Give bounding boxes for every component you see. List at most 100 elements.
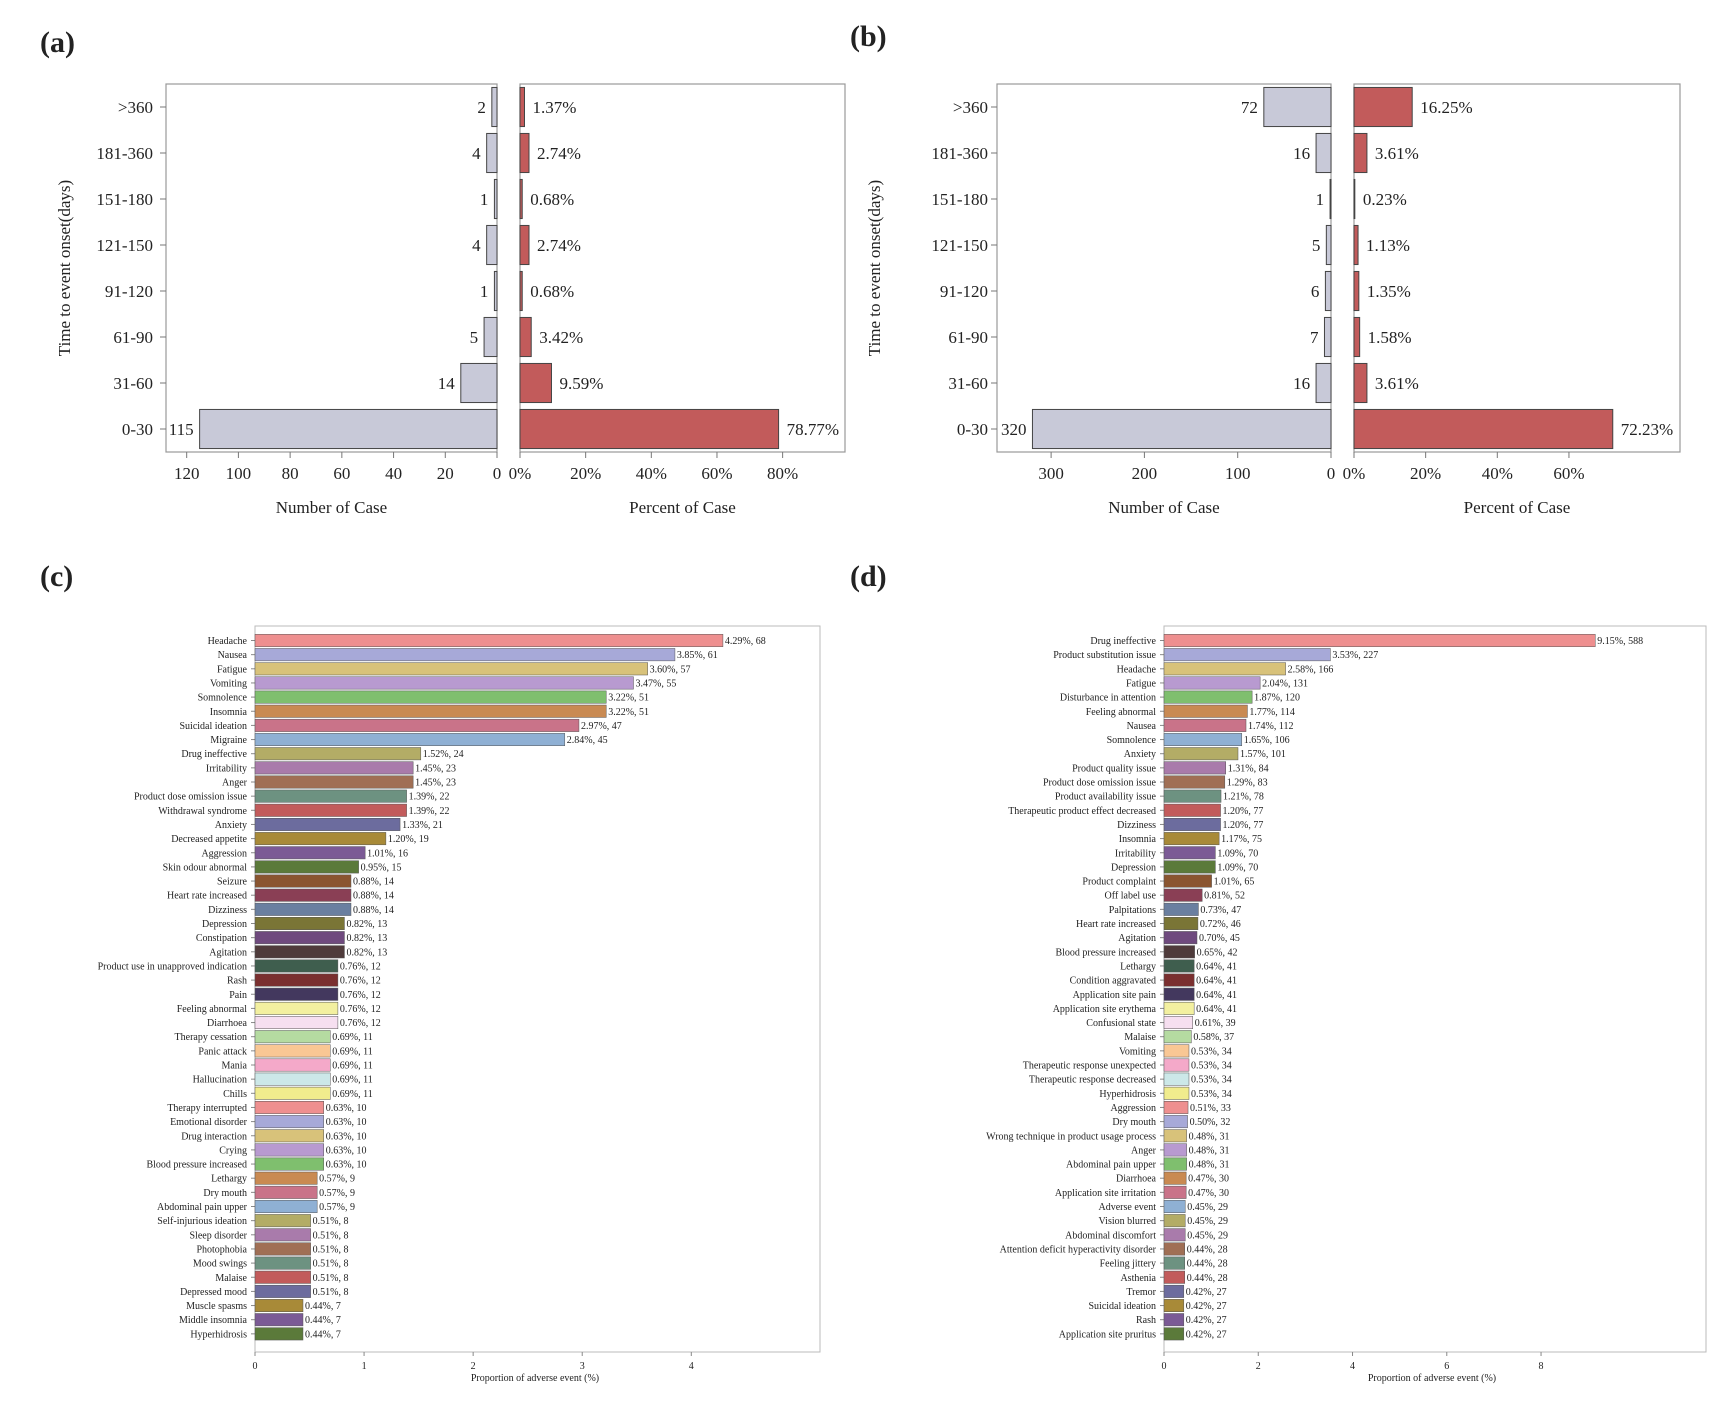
panel-c-bar <box>254 888 352 902</box>
panel-a-percent-label: 78.77% <box>787 420 839 439</box>
panel-a-category-label: 181-360 <box>96 144 153 163</box>
panel-b-percent-bar <box>1353 224 1359 266</box>
panel-a-right-tick-label: 0% <box>509 464 532 483</box>
panel-d-value-label: 1.74%, 112 <box>1248 721 1293 732</box>
panel-d-value-label: 1.20%, 77 <box>1223 820 1264 831</box>
panel-c-category-label: Photophobia <box>196 1244 247 1255</box>
panel-d-category-label: Diarrhoea <box>1116 1174 1157 1185</box>
panel-d-bar <box>1163 973 1195 987</box>
panel-d-category-label: Product complaint <box>1082 877 1156 888</box>
panel-d-bar <box>1163 987 1195 1001</box>
panel-a-right-x-title: Percent of Case <box>629 498 736 517</box>
panel-a-count-label: 2 <box>477 98 486 117</box>
panel-a-category-label: 121-150 <box>96 236 153 255</box>
panel-d-category-label: Anxiety <box>1124 749 1156 760</box>
panel-c-value-label: 1.52%, 24 <box>423 749 464 760</box>
panel-d-bar <box>1163 1228 1186 1242</box>
panel-c-category-label: Heart rate increased <box>167 891 247 902</box>
panel-c-category-label: Mania <box>221 1061 247 1072</box>
panel-c-category-label: Chills <box>223 1089 247 1100</box>
panel-d-bar <box>1163 634 1596 647</box>
panel-d-bar <box>1163 1143 1187 1157</box>
panel-b-percent-label: 3.61% <box>1375 374 1419 393</box>
panel-c-value-label: 4.29%, 68 <box>725 636 766 647</box>
panel-d-category-label: Abdominal discomfort <box>1065 1230 1156 1241</box>
panel-d-tick-label: 2 <box>1256 1361 1261 1372</box>
panel-d-bar <box>1163 1129 1187 1143</box>
panel-c-bar <box>254 917 345 930</box>
panel-c-value-label: 1.20%, 19 <box>388 834 429 845</box>
panel-c-value-label: 0.57%, 9 <box>319 1188 355 1199</box>
panel-d-value-label: 0.48%, 31 <box>1189 1145 1230 1156</box>
panel-d-bar <box>1163 662 1286 676</box>
panel-b-right-frame <box>1353 83 1681 453</box>
panel-c-bar <box>254 1228 311 1242</box>
panel-c-category-label: Self-injurious ideation <box>157 1216 247 1227</box>
panel-c-value-label: 0.76%, 12 <box>340 1004 381 1015</box>
panel-d-bar <box>1163 1313 1185 1327</box>
panel-b-percent-bar <box>1353 316 1361 358</box>
panel-d-bar <box>1163 1200 1186 1213</box>
panel-d-value-label: 0.47%, 30 <box>1188 1174 1229 1185</box>
panel-c-category-label: Suicidal ideation <box>180 721 248 732</box>
panel-c-bar <box>254 1284 311 1298</box>
panel-c-bar <box>254 973 339 987</box>
panel-c-bar <box>254 1058 331 1072</box>
panel-c-value-label: 3.85%, 61 <box>677 650 718 661</box>
panel-c-value-label: 0.76%, 12 <box>340 976 381 987</box>
panel-c-category-label: Lethargy <box>211 1174 247 1185</box>
panel-d-value-label: 0.53%, 34 <box>1191 1075 1232 1086</box>
panel-c-bar <box>254 1256 311 1270</box>
panel-c-category-label: Anxiety <box>215 820 247 831</box>
panel-d-category-label: Off label use <box>1105 891 1157 902</box>
panel-c-category-label: Feeling abnormal <box>177 1004 247 1015</box>
panel-c-bar <box>254 945 345 959</box>
panel-d-category-label: Anger <box>1131 1145 1157 1156</box>
panel-d-bar <box>1163 945 1195 959</box>
panel-b-count-label: 320 <box>1001 420 1027 439</box>
panel-d-bar <box>1163 1058 1190 1072</box>
panel-d-category-label: Suicidal ideation <box>1089 1301 1157 1312</box>
panel-c-bar <box>254 747 422 761</box>
panel-d-value-label: 0.58%, 37 <box>1193 1032 1234 1043</box>
panel-d-bar <box>1163 1171 1187 1185</box>
panel-c-bar <box>254 1327 304 1341</box>
panel-d-category-label: Depression <box>1111 862 1156 873</box>
panel-c-value-label: 0.82%, 13 <box>346 933 387 944</box>
panel-b-category-label: 31-60 <box>948 374 988 393</box>
panel-c-value-label: 1.45%, 23 <box>415 763 456 774</box>
panel-b-count-bar <box>1323 316 1332 358</box>
panel-d-bar <box>1163 718 1247 732</box>
panel-d-bar <box>1163 1270 1185 1284</box>
panel-d-bar <box>1163 1072 1190 1086</box>
panel-d-bar <box>1163 832 1220 846</box>
panel-a-right-frame <box>519 83 846 453</box>
panel-a-count-label: 1 <box>480 282 489 301</box>
panel-d-category-label: Somnolence <box>1107 735 1157 746</box>
panel-b-category-label: 91-120 <box>940 282 988 301</box>
panel-d-bar <box>1163 874 1212 888</box>
panel-d-value-label: 0.47%, 30 <box>1188 1188 1229 1199</box>
panel-c-value-label: 0.76%, 12 <box>340 1018 381 1029</box>
panel-d-category-label: Therapeutic response unexpected <box>1023 1061 1156 1072</box>
panel-c-category-label: Insomnia <box>210 707 248 718</box>
panel-c-category-label: Drug ineffective <box>181 749 247 760</box>
panel-b-percent-bar <box>1353 132 1368 174</box>
panel-d-bar <box>1163 1101 1189 1114</box>
panel-b-percent-label: 3.61% <box>1375 144 1419 163</box>
panel-b-count-label: 7 <box>1310 328 1319 347</box>
panel-b-percent-bar <box>1353 362 1368 404</box>
panel-b-right-tick-label: 60% <box>1553 464 1584 483</box>
panel-c-category-label: Product dose omission issue <box>134 792 248 803</box>
panel-d-value-label: 0.45%, 29 <box>1187 1202 1228 1213</box>
panel-c-value-label: 0.63%, 10 <box>326 1117 367 1128</box>
panel-c-category-label: Diarrhoea <box>207 1018 248 1029</box>
panel-d-bar <box>1163 690 1253 704</box>
panel-d-value-label: 0.45%, 29 <box>1187 1216 1228 1227</box>
panel-b-count-label: 5 <box>1312 236 1321 255</box>
panel-c-value-label: 0.69%, 11 <box>332 1032 372 1043</box>
panel-d-value-label: 1.65%, 106 <box>1244 735 1290 746</box>
panel-c-bar <box>254 1101 324 1114</box>
panel-c-category-label: Panic attack <box>198 1046 247 1057</box>
panel-d-value-label: 1.31%, 84 <box>1228 763 1269 774</box>
